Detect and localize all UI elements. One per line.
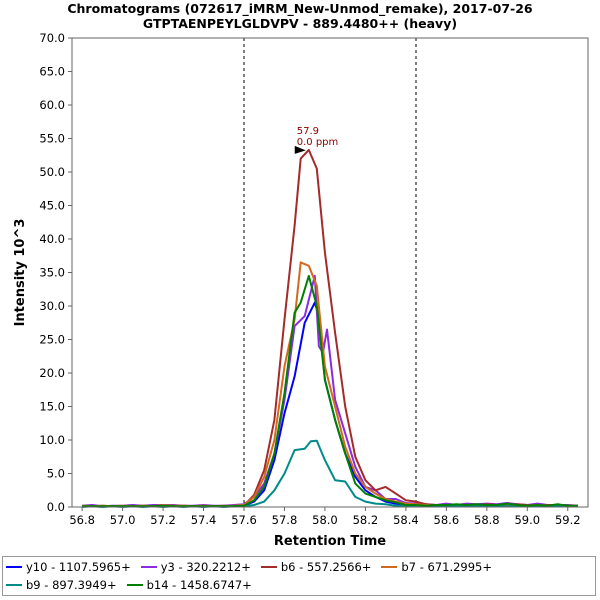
x-tick-label: 58.8 xyxy=(474,513,500,527)
x-tick-label: 59.2 xyxy=(555,513,581,527)
legend-label: y3 - 320.2212+ xyxy=(160,560,251,574)
legend-label: b6 - 557.2566+ xyxy=(280,560,372,574)
x-tick-label: 58.6 xyxy=(434,513,460,527)
y-tick-label: 45.0 xyxy=(39,199,65,213)
series-line xyxy=(82,274,578,508)
peak-ppm-label: 0.0 ppm xyxy=(297,137,339,148)
chart-legend: y10 - 1107.5965+ y3 - 320.2212+ b6 - 557.2… xyxy=(2,556,596,596)
y-tick-label: 70.0 xyxy=(39,31,65,45)
y-tick-label: 10.0 xyxy=(39,433,65,447)
y-tick-label: 65.0 xyxy=(39,65,65,79)
x-axis-label: Retention Time xyxy=(274,534,386,549)
y-tick-label: 55.0 xyxy=(39,132,65,146)
x-tick-label: 57.4 xyxy=(191,513,217,527)
peak-apex-arrow-icon xyxy=(294,145,306,154)
x-tick-label: 57.2 xyxy=(150,513,176,527)
legend-swatch xyxy=(140,566,157,568)
y-tick-label: 50.0 xyxy=(39,165,65,179)
legend-swatch xyxy=(6,566,22,568)
series-line xyxy=(82,439,578,508)
legend-item: b7 - 671.2995+ xyxy=(381,558,492,576)
x-tick-label: 56.8 xyxy=(69,513,95,527)
legend-label: y10 - 1107.5965+ xyxy=(26,560,131,574)
series-line xyxy=(82,148,578,508)
y-tick-label: 15.0 xyxy=(39,400,65,414)
legend-item: b6 - 557.2566+ xyxy=(260,558,372,576)
y-tick-label: 60.0 xyxy=(39,98,65,112)
legend-swatch xyxy=(126,584,143,586)
x-tick-label: 58.2 xyxy=(353,513,379,527)
legend-item: b9 - 897.3949+ xyxy=(6,576,117,594)
plot-area-frame xyxy=(71,37,589,508)
y-axis-label: Intensity 10^3 xyxy=(13,219,28,327)
series-line xyxy=(82,301,578,508)
x-tick-label: 57.6 xyxy=(231,513,257,527)
legend-item: y3 - 320.2212+ xyxy=(140,558,251,576)
legend-label: b14 - 1458.6747+ xyxy=(146,578,252,592)
y-tick-label: 30.0 xyxy=(39,299,65,313)
legend-swatch xyxy=(260,566,277,568)
legend-label: b7 - 671.2995+ xyxy=(401,560,493,574)
y-tick-label: 20.0 xyxy=(39,366,65,380)
legend-swatch xyxy=(381,566,398,568)
x-tick-label: 59.0 xyxy=(514,513,540,527)
chart-title: Chromatograms (072617_iMRM_New-Unmod_rem… xyxy=(67,1,533,17)
peak-retention-label: 57.9 xyxy=(297,126,319,137)
legend-item: y10 - 1107.5965+ xyxy=(6,558,131,576)
y-tick-label: 35.0 xyxy=(39,266,65,280)
y-tick-label: 25.0 xyxy=(39,333,65,347)
y-tick-label: 40.0 xyxy=(39,232,65,246)
legend-item: b14 - 1458.6747+ xyxy=(126,576,252,594)
x-tick-label: 57.0 xyxy=(110,513,136,527)
x-tick-label: 58.4 xyxy=(393,513,419,527)
chart-subtitle: GTPTAENPEYLGLDVPV - 889.4480++ (heavy) xyxy=(143,16,457,31)
x-tick-label: 57.8 xyxy=(272,513,298,527)
legend-swatch xyxy=(6,584,22,586)
x-tick-label: 58.0 xyxy=(312,513,338,527)
y-tick-label: 5.0 xyxy=(47,467,65,481)
y-tick-label: 0.0 xyxy=(47,500,65,514)
legend-label: b9 - 897.3949+ xyxy=(26,578,117,592)
